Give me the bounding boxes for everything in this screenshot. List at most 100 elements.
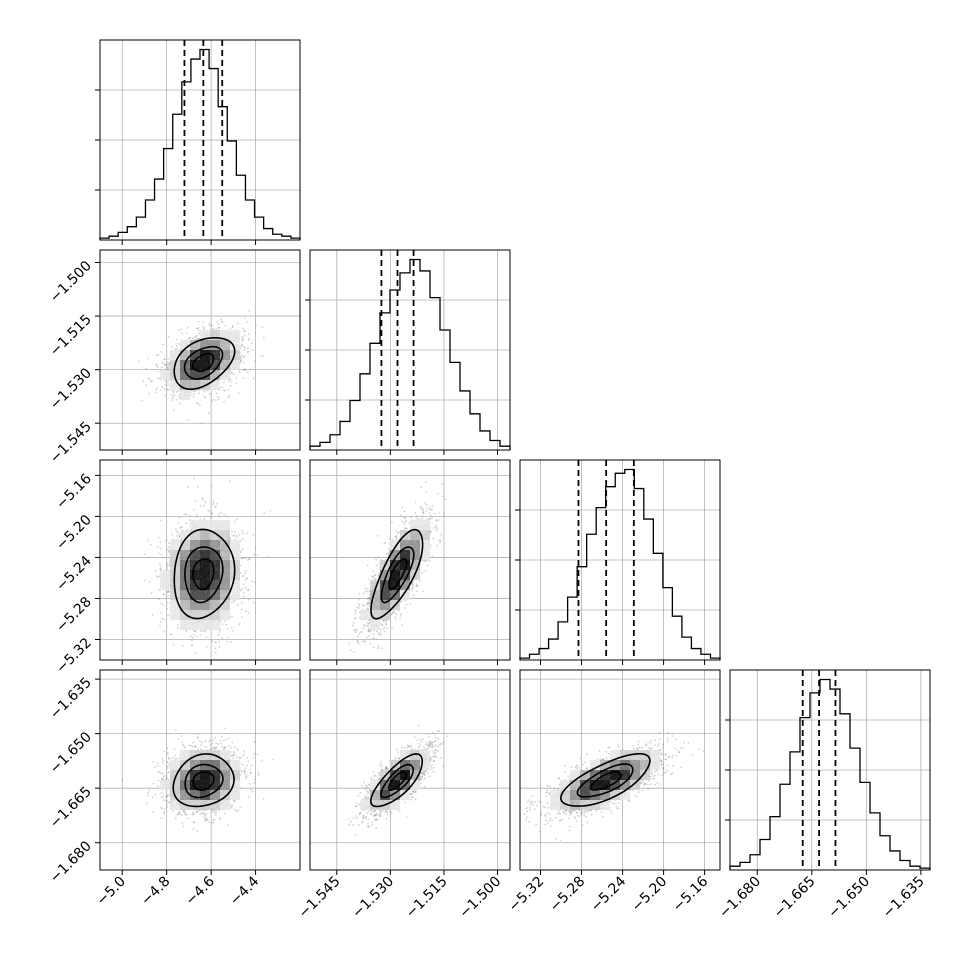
sample-point <box>267 556 270 558</box>
sample-point <box>236 604 239 606</box>
sample-point <box>210 400 213 402</box>
sample-point <box>188 514 191 517</box>
sample-point <box>215 327 218 330</box>
sample-point <box>247 611 250 614</box>
sample-point <box>159 565 162 568</box>
sample-point <box>193 390 196 392</box>
sample-point <box>352 651 355 653</box>
sample-point <box>395 613 398 615</box>
sample-point <box>156 387 159 389</box>
sample-point <box>189 337 192 339</box>
sample-point <box>211 640 214 642</box>
sample-point <box>198 329 201 332</box>
sample-point <box>179 402 181 405</box>
density-cell <box>230 330 240 340</box>
sample-point <box>195 335 197 338</box>
density-cell <box>170 610 180 620</box>
sample-point <box>366 588 369 590</box>
density-cell <box>210 620 220 630</box>
sample-point <box>269 509 272 512</box>
sample-point <box>159 389 162 391</box>
sample-point <box>217 327 220 329</box>
sample-point <box>184 522 187 525</box>
sample-point <box>172 643 175 646</box>
sample-point <box>242 591 245 594</box>
sample-point <box>240 540 242 542</box>
sample-point <box>159 548 162 550</box>
sample-point <box>184 513 187 516</box>
sample-point <box>225 515 228 518</box>
sample-point <box>160 519 162 522</box>
sample-point <box>351 624 354 627</box>
sample-point <box>176 530 178 533</box>
sample-point <box>220 511 223 514</box>
sample-point <box>202 498 205 501</box>
sample-point <box>164 380 167 382</box>
sample-point <box>171 345 173 348</box>
sample-point <box>178 393 181 396</box>
sample-point <box>215 392 218 395</box>
sample-point <box>209 324 211 327</box>
sample-point <box>222 389 225 391</box>
sample-point <box>227 388 230 391</box>
sample-point <box>205 645 208 648</box>
sample-point <box>212 502 215 504</box>
sample-point <box>352 621 355 624</box>
sample-point <box>214 651 217 654</box>
sample-point <box>428 511 431 514</box>
sample-point <box>422 590 424 593</box>
sample-point <box>166 365 169 368</box>
sample-point <box>357 602 360 605</box>
sample-point <box>420 486 423 489</box>
sample-point <box>227 396 230 398</box>
sample-point <box>217 323 220 326</box>
density-cell <box>160 570 170 580</box>
sample-point <box>247 598 250 601</box>
sample-point <box>432 527 435 529</box>
sample-point <box>391 612 394 614</box>
sample-point <box>249 558 251 561</box>
sample-point <box>204 396 207 399</box>
sample-point <box>145 367 147 370</box>
sample-point <box>354 612 357 615</box>
sample-point <box>241 529 244 532</box>
sample-point <box>163 362 165 365</box>
sample-point <box>167 363 169 366</box>
sample-point <box>162 343 165 346</box>
sample-point <box>212 398 215 401</box>
sample-point <box>242 327 245 330</box>
sample-point <box>178 516 181 519</box>
sample-point <box>167 594 170 597</box>
sample-point <box>415 590 418 593</box>
density-cell <box>200 560 210 570</box>
sample-point <box>180 526 183 528</box>
sample-point <box>439 541 441 544</box>
density-cell <box>170 350 180 360</box>
sample-point <box>176 342 179 345</box>
density-cell <box>210 570 220 580</box>
sample-point <box>146 357 149 360</box>
sample-point <box>192 395 195 398</box>
sample-point <box>426 564 429 567</box>
sample-point <box>388 538 391 540</box>
sample-point <box>141 399 143 402</box>
density-cell <box>200 520 210 530</box>
sample-point <box>243 330 246 333</box>
sample-point <box>149 544 152 546</box>
sample-point <box>391 626 393 629</box>
sample-point <box>160 553 163 556</box>
sample-point <box>248 333 250 335</box>
sample-point <box>205 636 208 638</box>
sample-point <box>204 501 207 503</box>
sample-point <box>232 373 235 376</box>
sample-point <box>223 381 225 384</box>
sample-point <box>221 637 224 639</box>
sample-point <box>215 505 218 508</box>
sample-point <box>243 369 246 372</box>
sample-point <box>180 328 183 331</box>
sample-point <box>166 563 169 566</box>
density-cell <box>190 620 200 630</box>
sample-point <box>241 557 244 560</box>
sample-point <box>421 571 424 574</box>
sample-point <box>232 600 235 602</box>
